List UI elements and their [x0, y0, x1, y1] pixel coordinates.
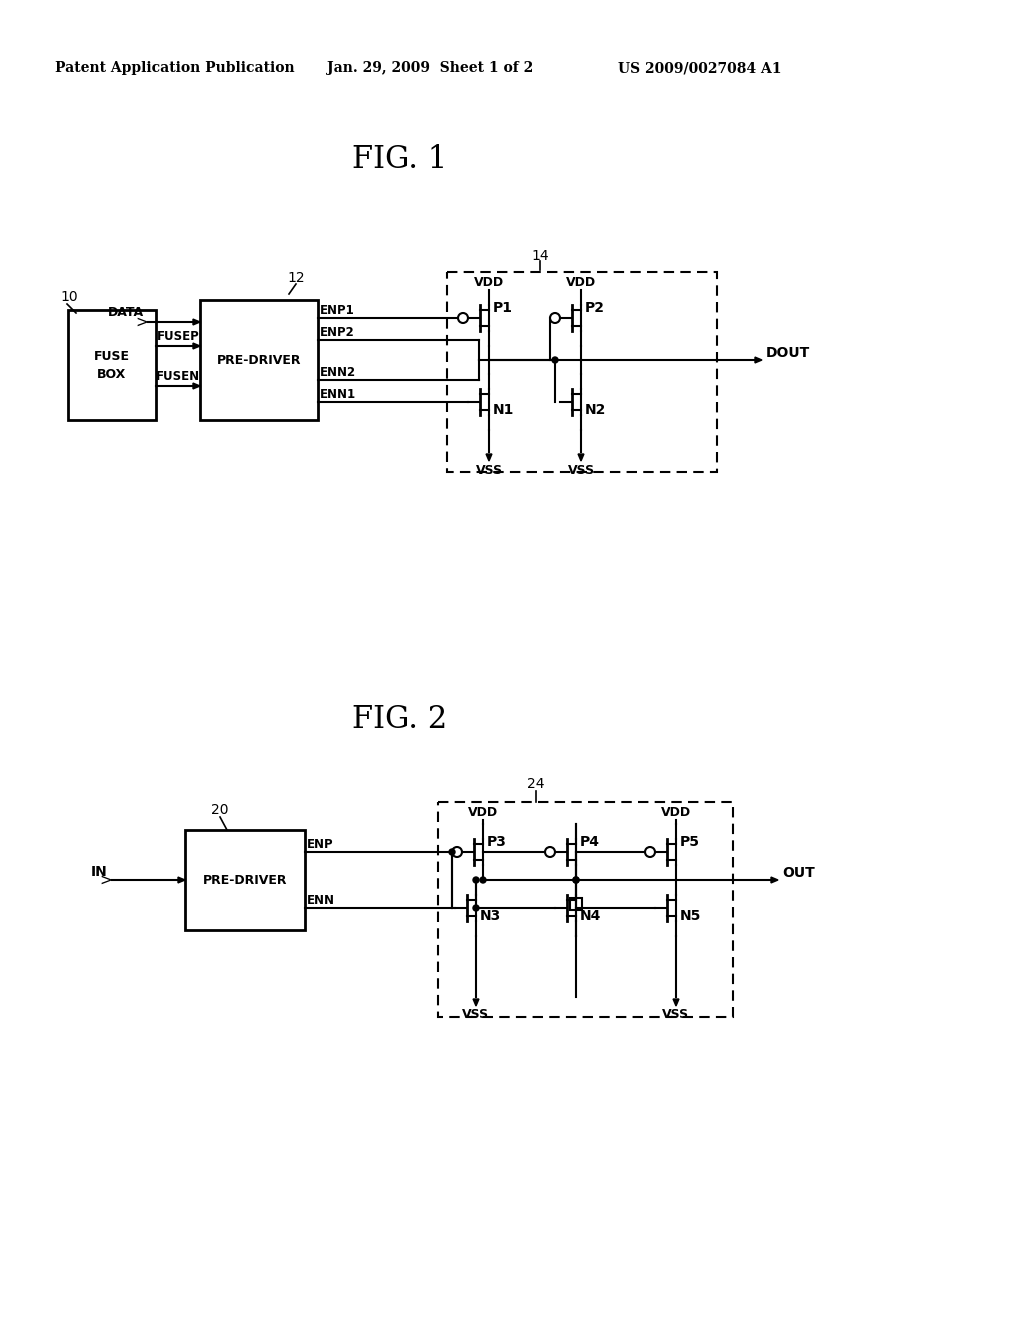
- Text: DATA: DATA: [108, 306, 144, 319]
- Text: 24: 24: [527, 777, 545, 791]
- Text: FIG. 1: FIG. 1: [352, 144, 447, 176]
- Polygon shape: [673, 999, 679, 1006]
- Circle shape: [573, 876, 579, 883]
- Circle shape: [552, 356, 558, 363]
- Text: BOX: BOX: [97, 367, 127, 380]
- Bar: [200, 300, 318, 420]
- Text: PRE-DRIVER: PRE-DRIVER: [217, 354, 301, 367]
- Text: FUSE: FUSE: [94, 350, 130, 363]
- Polygon shape: [486, 454, 492, 461]
- Text: >: >: [135, 314, 148, 330]
- Text: N5: N5: [680, 909, 701, 923]
- Text: ENP1: ENP1: [319, 304, 354, 317]
- Text: VDD: VDD: [566, 276, 596, 289]
- Text: N4: N4: [580, 909, 601, 923]
- Text: VSS: VSS: [463, 1008, 489, 1022]
- Bar: [68, 310, 156, 420]
- Text: Patent Application Publication: Patent Application Publication: [55, 61, 295, 75]
- Circle shape: [473, 876, 479, 883]
- Circle shape: [573, 876, 579, 883]
- Text: 20: 20: [211, 803, 228, 817]
- Text: >: >: [99, 873, 112, 887]
- Circle shape: [473, 906, 479, 911]
- Text: FUSEP: FUSEP: [157, 330, 200, 343]
- Polygon shape: [771, 876, 778, 883]
- Text: P1: P1: [493, 301, 513, 315]
- Polygon shape: [178, 876, 185, 883]
- Polygon shape: [193, 319, 200, 325]
- Polygon shape: [473, 999, 479, 1006]
- Polygon shape: [193, 383, 200, 389]
- Text: ENP2: ENP2: [319, 326, 354, 338]
- Text: PRE-DRIVER: PRE-DRIVER: [203, 874, 288, 887]
- Text: N1: N1: [493, 403, 514, 417]
- Text: 12: 12: [287, 271, 305, 285]
- Text: 10: 10: [60, 290, 78, 304]
- Polygon shape: [579, 454, 584, 461]
- Text: VSS: VSS: [567, 463, 595, 477]
- Polygon shape: [193, 343, 200, 348]
- Text: DOUT: DOUT: [766, 346, 810, 360]
- Text: Jan. 29, 2009  Sheet 1 of 2: Jan. 29, 2009 Sheet 1 of 2: [327, 61, 534, 75]
- Text: FIG. 2: FIG. 2: [352, 705, 447, 735]
- Text: ENN: ENN: [307, 894, 335, 907]
- Text: VDD: VDD: [660, 805, 691, 818]
- Text: N2: N2: [585, 403, 606, 417]
- Text: P3: P3: [487, 836, 507, 849]
- Bar: [438, 803, 733, 1016]
- Text: VDD: VDD: [468, 805, 498, 818]
- Circle shape: [449, 849, 455, 855]
- Text: OUT: OUT: [782, 866, 815, 880]
- Text: IN: IN: [91, 865, 108, 879]
- Bar: [570, 898, 582, 909]
- Text: VSS: VSS: [663, 1008, 689, 1022]
- Bar: [185, 830, 305, 931]
- Text: N3: N3: [480, 909, 502, 923]
- Text: 14: 14: [531, 249, 549, 263]
- Text: P2: P2: [585, 301, 605, 315]
- Text: P4: P4: [580, 836, 600, 849]
- Text: P5: P5: [680, 836, 700, 849]
- Polygon shape: [755, 356, 762, 363]
- Circle shape: [480, 876, 486, 883]
- Text: FUSEN: FUSEN: [156, 371, 200, 384]
- Text: VSS: VSS: [475, 463, 503, 477]
- Bar: [447, 272, 717, 473]
- Text: ENP: ENP: [307, 837, 334, 850]
- Text: ENN2: ENN2: [319, 366, 356, 379]
- Text: ENN1: ENN1: [319, 388, 356, 400]
- Text: VDD: VDD: [474, 276, 504, 289]
- Text: US 2009/0027084 A1: US 2009/0027084 A1: [618, 61, 781, 75]
